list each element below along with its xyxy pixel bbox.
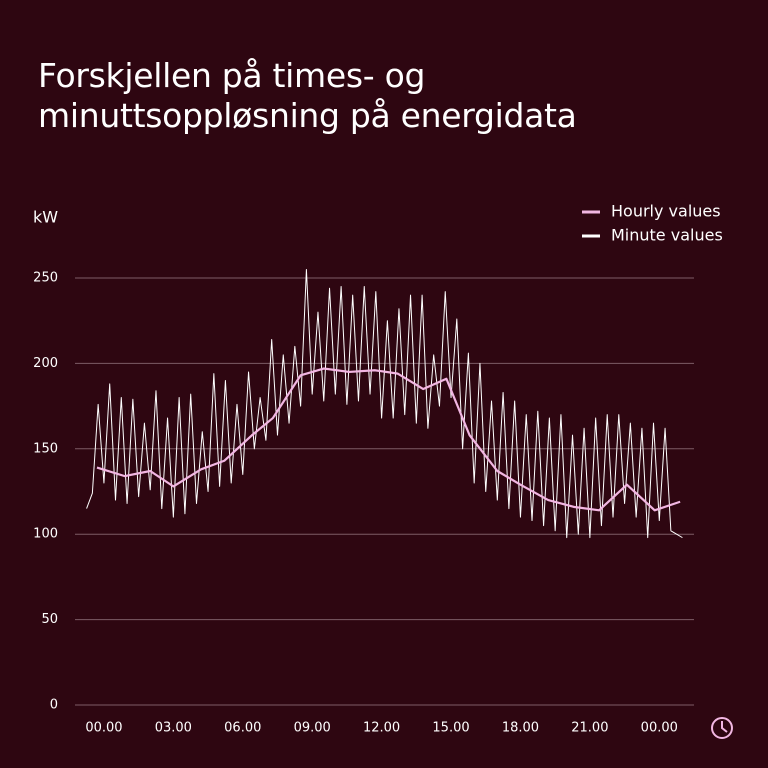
x-tick-label: 15.00 — [432, 721, 469, 736]
legend-label: Minute values — [611, 226, 723, 245]
x-tick-label: 06.00 — [224, 721, 261, 736]
x-tick-label: 03.00 — [155, 721, 192, 736]
x-tick-label: 00.00 — [85, 721, 122, 736]
x-tick-label: 18.00 — [502, 721, 539, 736]
legend-label: Hourly values — [611, 202, 721, 221]
series-line — [96, 367, 681, 512]
y-tick-label: 200 — [33, 356, 58, 371]
y-axis-label: kW — [33, 208, 58, 227]
y-tick-label: 0 — [50, 698, 58, 713]
y-tick-label: 50 — [41, 612, 58, 627]
chart-title: Forskjellen på times- og minuttsoppløsni… — [38, 56, 577, 135]
x-tick-label: 00.00 — [641, 721, 678, 736]
x-tick-label: 12.00 — [363, 721, 400, 736]
clock-icon — [711, 717, 733, 739]
series-line — [86, 268, 683, 539]
y-tick-label: 250 — [33, 271, 58, 286]
y-tick-label: 150 — [33, 441, 58, 456]
x-tick-label: 21.00 — [571, 721, 608, 736]
x-tick-label: 09.00 — [294, 721, 331, 736]
y-tick-label: 100 — [33, 527, 58, 542]
